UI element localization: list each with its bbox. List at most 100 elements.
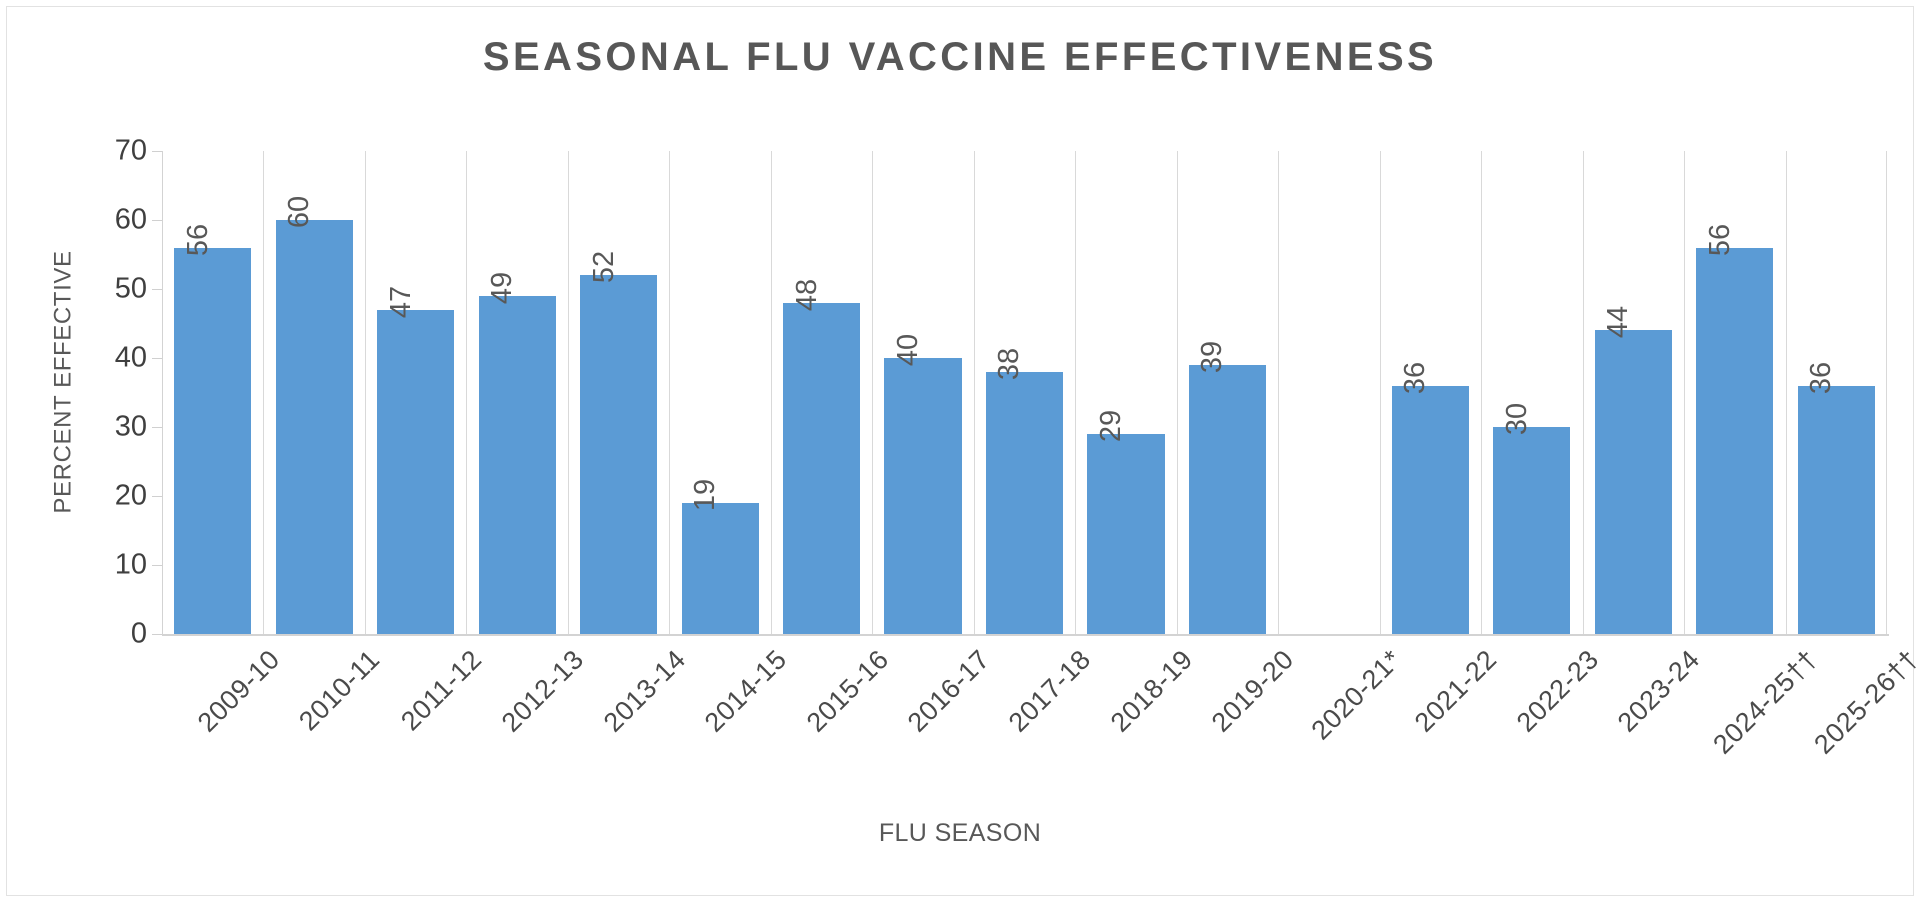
- bar[interactable]: [478, 295, 556, 634]
- chart-title: SEASONAL FLU VACCINE EFFECTIVENESS: [482, 35, 1438, 79]
- bar[interactable]: [782, 302, 861, 634]
- bar-value-label: 30: [1500, 402, 1533, 436]
- bar-slot: 56: [162, 151, 263, 634]
- x-axis-label-slot: 2025-26††: [1786, 640, 1920, 800]
- category-separator-gridline: [1886, 151, 1887, 634]
- x-axis-tick-label: 2025-26††: [1808, 644, 1920, 760]
- category-separator-gridline: [567, 151, 569, 634]
- category-separator-gridline: [364, 151, 366, 634]
- bar-value-label: 19: [689, 478, 722, 512]
- category-separator-gridline: [973, 151, 975, 634]
- bar-slot: 36: [1786, 151, 1887, 634]
- bar-slot: 48: [771, 151, 872, 634]
- y-axis-tick-label: 70: [114, 134, 147, 167]
- bar-slot: 60: [263, 151, 364, 634]
- bar[interactable]: [1696, 247, 1774, 634]
- bar-slot: 40: [872, 151, 973, 634]
- x-axis-tick-labels: 2009-10 2010-11 2011-12 2012-13 2013-14 2014-…: [162, 640, 1920, 800]
- y-axis-tick-marks: [152, 151, 162, 635]
- y-axis-tick-label: 60: [114, 203, 147, 236]
- plot-area: 56 60 47 49 52 19 48 40 38 29 39 36 30 44 56 36: [162, 151, 1887, 634]
- y-axis-title: PERCENT EFFECTIVE: [47, 127, 81, 637]
- bar-slot: 49: [466, 151, 567, 634]
- x-axis-title: FLU SEASON: [878, 819, 1042, 847]
- bar[interactable]: [1493, 427, 1571, 634]
- x-axis-label-slot: 2017-18: [974, 640, 1097, 800]
- bar-value-label: 36: [1805, 361, 1838, 394]
- bar-value-label: 29: [1094, 409, 1127, 443]
- chart-container: SEASONAL FLU VACCINE EFFECTIVENESS PERCE…: [6, 6, 1920, 896]
- category-separator-gridline: [1379, 151, 1381, 634]
- y-axis-title-text: PERCENT EFFECTIVE: [50, 250, 78, 514]
- bar-slot: 36: [1380, 151, 1481, 634]
- x-axis-label-slot: 2021-22: [1380, 640, 1503, 800]
- bar-slot: 30: [1481, 151, 1582, 634]
- bar-slot: 44: [1583, 151, 1684, 634]
- x-axis-label-slot: 2013-14: [568, 640, 691, 800]
- x-axis-label-slot: 2019-20: [1177, 640, 1300, 800]
- category-separator-gridline: [1176, 151, 1178, 634]
- bar-slot: 56: [1684, 151, 1785, 634]
- x-axis-label-slot: 2014-15: [669, 640, 793, 800]
- y-axis-tick-label: 40: [114, 341, 147, 374]
- bar[interactable]: [1594, 330, 1672, 634]
- category-separator-gridline: [1075, 151, 1077, 634]
- y-axis-tick-mark: [152, 220, 162, 221]
- bar[interactable]: [1188, 364, 1266, 634]
- bar-slot: 52: [568, 151, 669, 634]
- y-axis-tick-mark: [152, 565, 162, 566]
- bar-value-label: 52: [587, 251, 620, 284]
- bar-value-label: 49: [486, 271, 519, 305]
- bar[interactable]: [681, 502, 759, 634]
- y-axis-tick-mark: [152, 358, 162, 359]
- x-axis-label-slot: 2009-10: [162, 640, 285, 800]
- bar-value-label: 48: [790, 278, 823, 311]
- x-axis-label-slot: 2011-12: [365, 640, 487, 800]
- bar-slot: 39: [1177, 151, 1278, 634]
- bar[interactable]: [580, 275, 658, 634]
- x-axis-label-slot: 2020-21*: [1278, 640, 1407, 800]
- category-separator-gridline: [872, 151, 874, 634]
- bar-value-label: 39: [1196, 340, 1229, 374]
- y-axis-tick-mark: [152, 427, 162, 428]
- bar-value-label: 47: [384, 285, 417, 318]
- bar-slot: [1278, 151, 1379, 634]
- bar-value-label: 36: [1399, 361, 1432, 394]
- bar-value-label: 40: [892, 333, 925, 367]
- x-axis-line: [162, 634, 1889, 636]
- x-axis-label-slot: 2018-19: [1075, 640, 1199, 800]
- y-axis-tick-label: 50: [114, 272, 147, 305]
- category-separator-gridline: [1481, 151, 1483, 634]
- bar[interactable]: [1087, 433, 1165, 634]
- y-axis-tick-mark: [152, 151, 162, 152]
- category-separator-gridline: [263, 151, 265, 634]
- y-axis-tick-label: 20: [114, 479, 147, 512]
- bar-slot: 38: [974, 151, 1075, 634]
- bar[interactable]: [1797, 385, 1875, 634]
- bar[interactable]: [377, 309, 455, 634]
- y-axis-tick-label: 10: [114, 548, 147, 581]
- category-separator-gridline: [1684, 151, 1686, 634]
- bar-slot: 19: [669, 151, 770, 634]
- category-separator-gridline: [1278, 151, 1280, 634]
- category-separator-gridline: [770, 151, 772, 634]
- bar-value-label: 56: [181, 223, 214, 256]
- category-separator-gridline: [1582, 151, 1584, 634]
- bar[interactable]: [1391, 385, 1469, 634]
- y-axis-line: [162, 151, 163, 634]
- category-separator-gridline: [669, 151, 671, 634]
- bar[interactable]: [985, 371, 1064, 634]
- x-axis-label-slot: 2023-24: [1583, 640, 1706, 800]
- bar-value-label: 44: [1602, 306, 1635, 339]
- x-axis-label-slot: 2010-11: [263, 640, 385, 800]
- bar[interactable]: [174, 247, 252, 634]
- bar-value-label: 60: [283, 195, 316, 229]
- y-axis-tick-label: 0: [130, 617, 147, 650]
- y-axis-tick-label: 30: [114, 410, 147, 443]
- x-axis-label-slot: 2022-23: [1481, 640, 1605, 800]
- bar[interactable]: [884, 358, 962, 634]
- bar[interactable]: [275, 220, 353, 634]
- bar-value-label: 38: [993, 347, 1026, 380]
- bar-slot: 47: [365, 151, 466, 634]
- x-axis-label-slot: 2012-13: [466, 640, 590, 800]
